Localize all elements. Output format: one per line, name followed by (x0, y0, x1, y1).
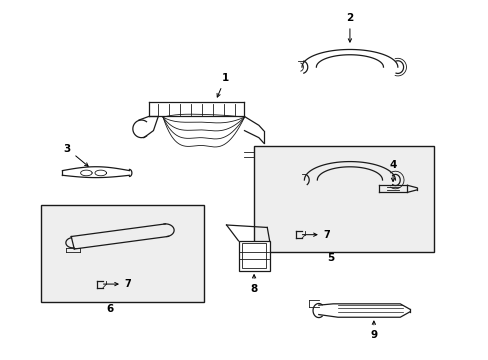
Text: 1: 1 (217, 73, 228, 97)
Text: 2: 2 (346, 13, 353, 42)
Text: 4: 4 (388, 159, 396, 181)
Text: 5: 5 (326, 253, 334, 262)
Text: 3: 3 (63, 144, 88, 166)
Text: 7: 7 (302, 230, 330, 240)
Bar (254, 147, 433, 252)
Text: 9: 9 (369, 321, 377, 341)
Bar (238, 241, 269, 271)
Text: 6: 6 (106, 304, 114, 314)
Bar (41, 205, 203, 302)
Text: 8: 8 (250, 275, 257, 294)
Text: 7: 7 (103, 279, 131, 289)
Bar (242, 243, 266, 268)
